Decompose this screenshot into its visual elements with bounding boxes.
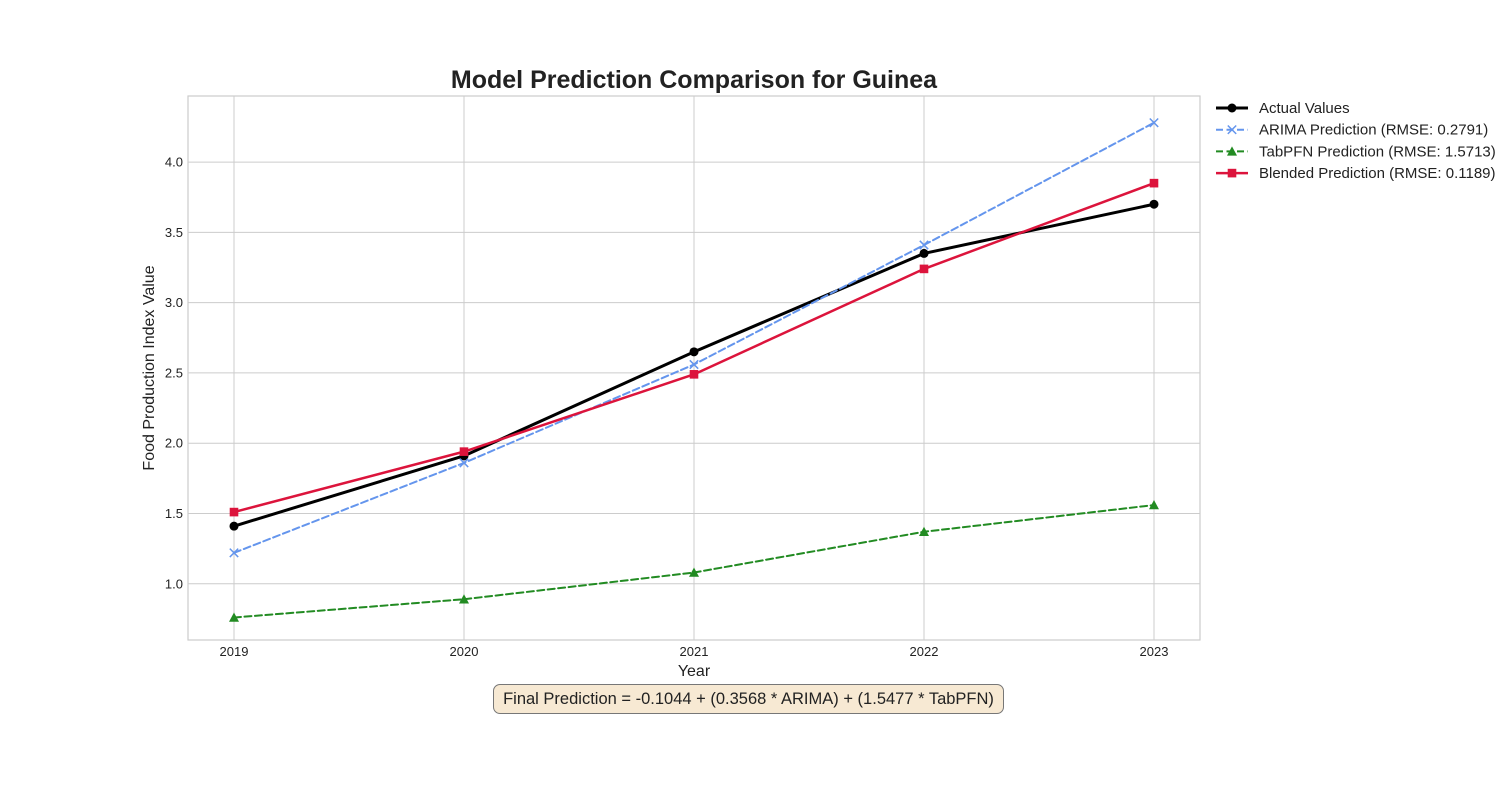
grid bbox=[188, 96, 1200, 640]
data-point-tabpfn bbox=[689, 567, 699, 577]
x-tick-label: 2019 bbox=[220, 644, 249, 659]
x-tick-label: 2022 bbox=[910, 644, 939, 659]
formula-annotation: Final Prediction = -0.1044 + (0.3568 * A… bbox=[493, 684, 1004, 714]
legend-marker-blended bbox=[1227, 168, 1237, 178]
x-axis-ticks: 2019 2020 2021 2022 2023 bbox=[220, 644, 1169, 659]
data-point-blended bbox=[459, 447, 469, 456]
y-tick-label: 4.0 bbox=[165, 155, 183, 170]
plot-frame bbox=[187, 95, 1201, 641]
legend-label-tabpfn: TabPFN Prediction (RMSE: 1.5713) bbox=[1259, 143, 1496, 160]
legend: Actual Values ARIMA Prediction (RMSE: 0.2… bbox=[1216, 100, 1496, 182]
data-point-actual bbox=[919, 248, 929, 258]
y-axis-ticks: 1.0 1.5 2.0 2.5 3.0 3.5 4.0 bbox=[165, 155, 183, 592]
data-point-tabpfn bbox=[459, 594, 469, 604]
data-point-tabpfn bbox=[919, 526, 929, 537]
legend-label-arima: ARIMA Prediction (RMSE: 0.2791) bbox=[1259, 122, 1488, 139]
data-point-actual bbox=[229, 521, 239, 531]
data-point-arima bbox=[229, 548, 239, 558]
data-point-actual bbox=[689, 347, 699, 357]
y-axis-label: Food Production Index Value bbox=[141, 265, 158, 470]
y-tick-label: 1.0 bbox=[165, 576, 183, 591]
legend-marker-arima bbox=[1227, 124, 1237, 135]
x-axis-label: Year bbox=[678, 663, 711, 680]
data-point-tabpfn bbox=[229, 612, 239, 622]
y-tick-label: 2.5 bbox=[165, 365, 183, 380]
data-point-arima bbox=[689, 359, 699, 370]
data-point-blended bbox=[689, 370, 699, 379]
legend-label-actual: Actual Values bbox=[1259, 100, 1350, 117]
chart-title: Model Prediction Comparison for Guinea bbox=[451, 66, 938, 94]
data-point-arima bbox=[919, 240, 929, 250]
legend-marker-tabpfn bbox=[1227, 146, 1237, 156]
y-tick-label: 1.5 bbox=[165, 506, 183, 521]
data-point-tabpfn bbox=[1149, 500, 1159, 510]
data-point-arima bbox=[1149, 117, 1159, 128]
data-point-blended bbox=[919, 264, 929, 274]
data-point-blended bbox=[229, 507, 239, 517]
data-point-actual bbox=[1149, 199, 1159, 209]
legend-label-blended: Blended Prediction (RMSE: 0.1189) bbox=[1259, 165, 1496, 182]
series-layer bbox=[229, 117, 1159, 622]
data-point-arima bbox=[459, 458, 469, 468]
x-tick-label: 2023 bbox=[1140, 644, 1169, 659]
legend-marker-actual bbox=[1227, 103, 1237, 113]
data-point-blended bbox=[1149, 178, 1159, 188]
x-tick-label: 2020 bbox=[450, 644, 479, 659]
x-tick-label: 2021 bbox=[680, 644, 709, 659]
y-tick-label: 3.0 bbox=[165, 295, 183, 310]
y-tick-label: 2.0 bbox=[165, 436, 183, 451]
y-tick-label: 3.5 bbox=[165, 225, 183, 240]
